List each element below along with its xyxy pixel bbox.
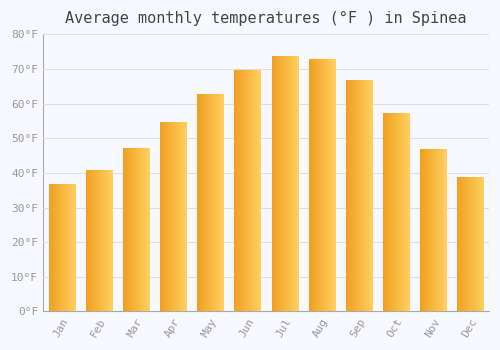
- Title: Average monthly temperatures (°F ) in Spinea: Average monthly temperatures (°F ) in Sp…: [65, 11, 466, 26]
